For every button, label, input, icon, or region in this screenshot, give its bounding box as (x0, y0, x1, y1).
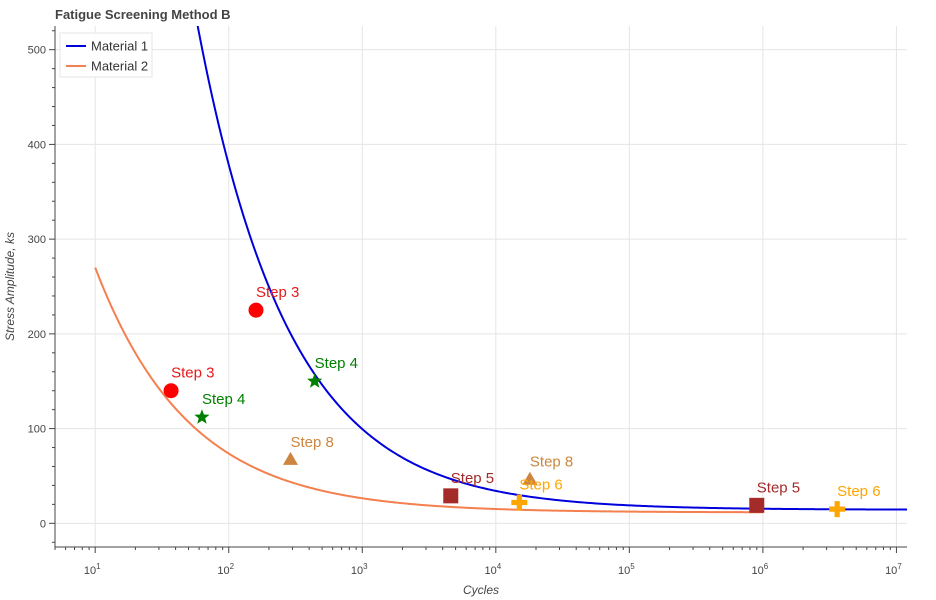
y-tick-label: 0 (40, 518, 46, 530)
points-layer: Step 3 Step 4 Step 8 Step 5 Step 6 Step 3 Step… (163, 284, 881, 518)
axes: 0 100 200 300 400 500 101 102 103 104 105 106 107 (28, 26, 907, 577)
point-label: Step 8 (290, 434, 333, 451)
point-triangle-marker (282, 451, 298, 465)
legend-label: Material 2 (91, 59, 148, 74)
point-star-marker (194, 409, 210, 424)
chart-title: Fatigue Screening Method B (55, 7, 231, 22)
point-star-marker (307, 373, 323, 388)
point-label: Step 4 (202, 391, 245, 408)
marker-group: Step 6 (511, 476, 563, 511)
point-label: Step 5 (757, 479, 800, 496)
marker-group: Step 3 (248, 284, 299, 318)
x-tick-label: 103 (351, 562, 368, 577)
marker-group: Step 8 (522, 454, 573, 485)
point-plus-marker (829, 501, 846, 518)
marker-group: Step 3 (163, 365, 214, 399)
x-axis-label: Cycles (463, 583, 499, 597)
legend-label: Material 1 (91, 39, 148, 54)
point-plus-marker (511, 494, 528, 511)
point-label: Step 6 (519, 476, 562, 493)
x-tick-label: 105 (618, 562, 635, 577)
point-label: Step 4 (315, 355, 358, 372)
y-tick-label: 300 (28, 234, 46, 246)
point-square-marker (443, 488, 459, 504)
y-tick-label: 400 (28, 139, 46, 151)
marker-group: Step 4 (307, 355, 358, 388)
point-label: Step 6 (837, 483, 880, 500)
marker-group: Step 6 (829, 483, 881, 518)
x-tick-label: 104 (484, 562, 501, 577)
series-line-material-2 (94, 267, 763, 514)
point-label: Step 3 (256, 284, 299, 301)
series-layer (94, 26, 907, 514)
y-axis-label: Stress Amplitude, ks (3, 232, 17, 341)
grid (55, 26, 907, 547)
point-triangle-marker (522, 471, 538, 485)
marker-group: Step 8 (282, 434, 334, 465)
series-line-material-1 (196, 26, 907, 511)
y-tick-label: 500 (28, 45, 46, 57)
marker-group: Step 4 (194, 391, 245, 424)
legend-box (59, 32, 153, 78)
legend: Material 1 Material 2 (59, 32, 153, 78)
marker-group: Step 5 (443, 470, 494, 504)
y-tick-label: 100 (28, 424, 46, 436)
x-tick-label: 106 (752, 562, 769, 577)
y-tick-label: 200 (28, 329, 46, 341)
point-label: Step 3 (171, 365, 214, 382)
point-circle-marker (248, 302, 264, 318)
point-square-marker (749, 497, 765, 513)
point-label: Step 5 (451, 470, 494, 487)
point-circle-marker (163, 383, 179, 399)
marker-group: Step 5 (749, 479, 800, 513)
x-tick-label: 102 (217, 562, 234, 577)
x-tick-label: 101 (84, 562, 101, 577)
x-tick-label: 107 (885, 562, 902, 577)
point-label: Step 8 (530, 454, 573, 471)
